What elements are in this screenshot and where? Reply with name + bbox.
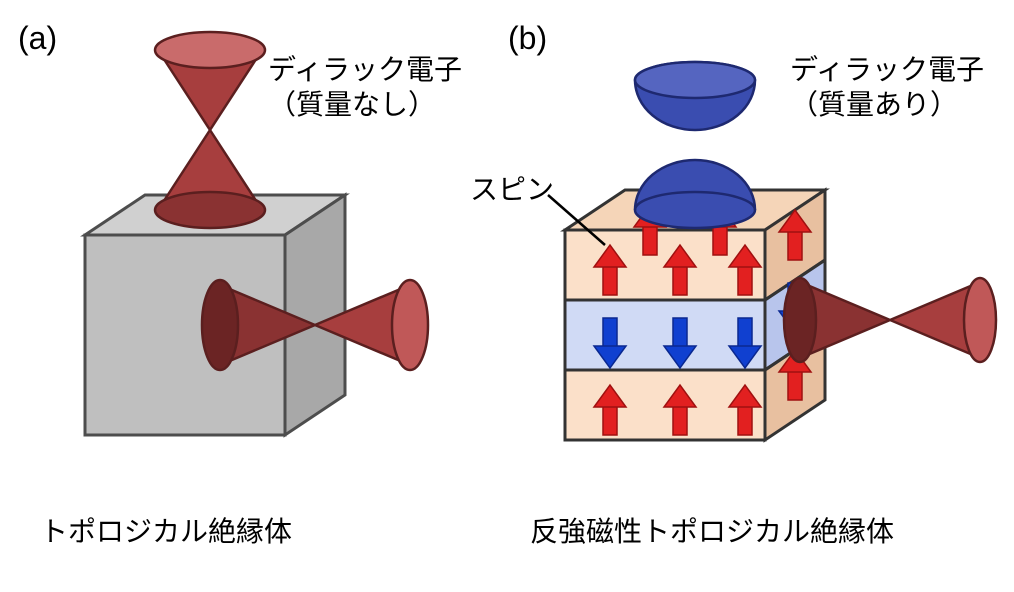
panel-a-tag: (a) <box>18 20 57 57</box>
side-cone-b <box>784 278 996 362</box>
figure-container: (a) ディラック電子 （質量なし） トポロジカル絶縁体 (b) ディラック電子… <box>0 0 1014 592</box>
panel-b-top-label: ディラック電子 （質量あり） <box>790 52 984 122</box>
top-cone-a <box>155 32 265 228</box>
panel-b-bottom-label: 反強磁性トポロジカル絶縁体 <box>530 510 894 550</box>
panel-a-top-label: ディラック電子 （質量なし） <box>268 52 462 122</box>
spin-label: スピン <box>470 168 554 208</box>
top-massive-dirac <box>635 62 755 228</box>
label-b-line1: ディラック電子 <box>790 54 984 85</box>
label-a-line1: ディラック電子 <box>268 54 462 85</box>
panel-a-bottom-label: トポロジカル絶縁体 <box>40 510 292 550</box>
panel-b-tag: (b) <box>508 20 547 57</box>
label-a-line2: （質量なし） <box>268 89 436 120</box>
label-b-line2: （質量あり） <box>790 89 958 120</box>
